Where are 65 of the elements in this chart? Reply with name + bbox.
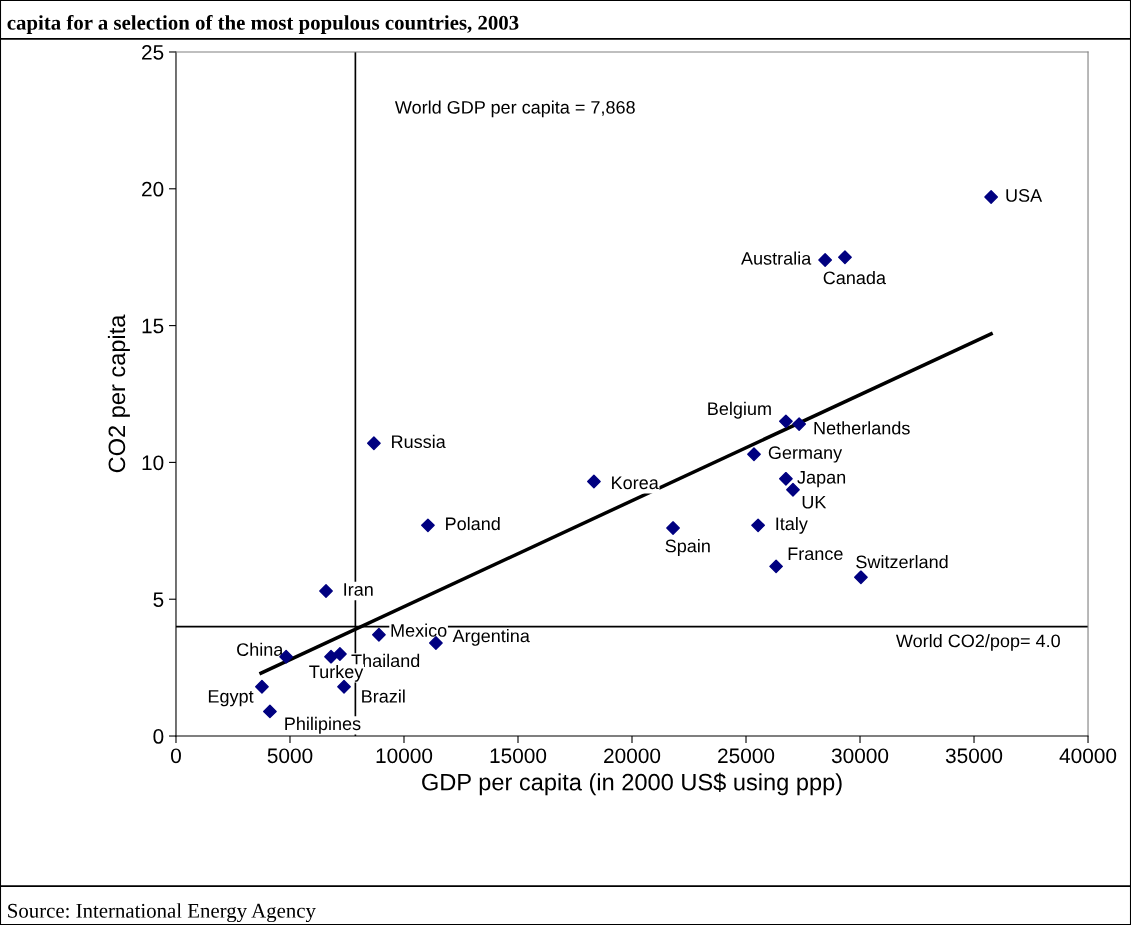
point bbox=[747, 447, 761, 462]
x-axis-title: GDP per capita (in 2000 US$ using ppp) bbox=[422, 772, 842, 796]
point bbox=[792, 417, 807, 432]
x-tick-label: 20000 bbox=[604, 748, 661, 764]
point bbox=[324, 649, 338, 664]
point bbox=[333, 647, 347, 661]
point bbox=[587, 474, 601, 489]
x-tick-label: 30000 bbox=[831, 748, 889, 764]
annotation: Japan bbox=[797, 471, 846, 488]
point bbox=[366, 436, 381, 451]
point bbox=[818, 253, 833, 267]
annotation: Russia bbox=[392, 434, 446, 449]
annotation: UK bbox=[802, 495, 827, 509]
point bbox=[854, 570, 868, 585]
y-axis-title: CO2 per capita bbox=[107, 314, 130, 473]
x-tick-label: 5000 bbox=[267, 748, 313, 764]
x-tick-label: 35000 bbox=[945, 748, 1003, 764]
ref-line-label: World CO2/pop= 4.0 bbox=[895, 634, 1060, 651]
x-tick-label: 40000 bbox=[1059, 748, 1117, 764]
point bbox=[421, 518, 435, 533]
y-tick-label: 25 bbox=[142, 44, 164, 60]
point bbox=[372, 627, 386, 642]
point bbox=[429, 636, 443, 650]
annotation: Poland bbox=[446, 516, 500, 531]
point bbox=[984, 190, 999, 204]
point bbox=[779, 471, 793, 486]
x-tick-label: 15000 bbox=[490, 748, 547, 764]
annotation: Egypt bbox=[208, 690, 254, 707]
ref-line-label: World GDP per capita = 7,868 bbox=[394, 100, 635, 118]
point bbox=[779, 414, 793, 429]
point bbox=[769, 559, 784, 574]
annotation: USA bbox=[1006, 189, 1043, 202]
chart-title: capita for a selection of the most populous countries, 2003 bbox=[7, 14, 519, 35]
annotation: Philipines bbox=[285, 716, 361, 734]
x-tick-label: 25000 bbox=[718, 748, 775, 764]
x-tick-label: 0 bbox=[171, 748, 181, 764]
annotation: France bbox=[788, 547, 843, 561]
annotation: Italy bbox=[776, 516, 808, 534]
point bbox=[838, 250, 852, 265]
point bbox=[751, 518, 765, 533]
y-tick-label: 20 bbox=[142, 181, 164, 197]
point bbox=[263, 704, 277, 719]
point bbox=[666, 521, 680, 535]
annotation: Korea bbox=[612, 476, 659, 490]
annotation: Germany bbox=[768, 446, 843, 463]
annotation: Argentina bbox=[452, 629, 530, 646]
y-tick-label: 5 bbox=[153, 592, 164, 607]
annotation: Switzerland bbox=[856, 555, 948, 569]
annotation: Spain bbox=[665, 539, 710, 556]
point bbox=[319, 584, 333, 598]
annotation: Belgium bbox=[708, 401, 771, 419]
point bbox=[255, 679, 269, 694]
annotation: China bbox=[237, 642, 284, 656]
x-tick-label: 10000 bbox=[376, 748, 433, 764]
annotation: Australia bbox=[741, 251, 812, 265]
y-tick-label: 0 bbox=[153, 729, 164, 744]
annotation: Canada bbox=[823, 271, 886, 285]
annotation: Iran bbox=[344, 583, 373, 596]
y-tick-label: 15 bbox=[142, 318, 164, 334]
annotation: Netherlands bbox=[814, 421, 910, 435]
source-note: Source: International Energy Agency bbox=[8, 903, 316, 923]
annotation: Turkey bbox=[309, 664, 364, 682]
annotation: Brazil bbox=[362, 689, 405, 703]
y-tick-label: 10 bbox=[142, 455, 164, 471]
annotation: Mexico bbox=[391, 623, 447, 637]
